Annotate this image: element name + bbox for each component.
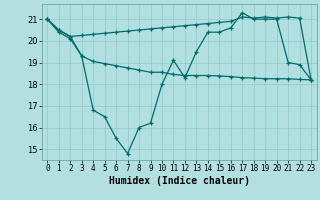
X-axis label: Humidex (Indice chaleur): Humidex (Indice chaleur)	[109, 176, 250, 186]
